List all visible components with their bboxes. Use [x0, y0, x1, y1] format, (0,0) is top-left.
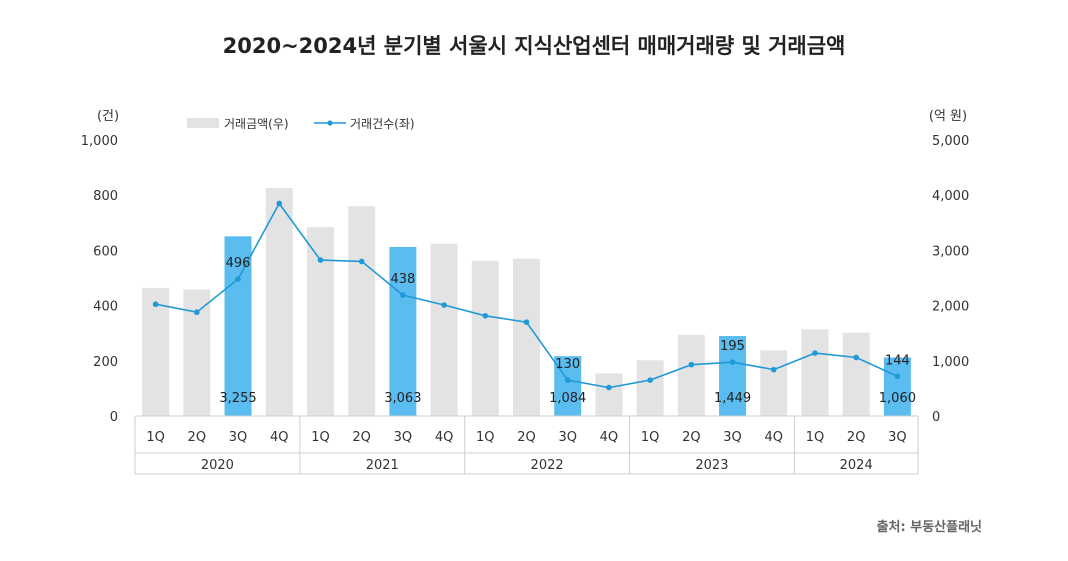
amount-bar: [265, 188, 293, 416]
amount-bar: [142, 287, 170, 416]
amount-bar-highlight: [883, 357, 911, 416]
count-point: [358, 258, 365, 265]
amount-bar-highlight: [719, 336, 747, 416]
right-tick-label: 5,000: [932, 134, 969, 149]
amount-label: 1,084: [549, 391, 586, 406]
amount-bar: [801, 329, 829, 416]
right-tick-label: 2,000: [932, 300, 969, 315]
count-point: [894, 373, 901, 380]
bars: [142, 188, 911, 416]
quarter-label: 4Q: [435, 430, 454, 445]
left-tick-label: 0: [110, 410, 118, 425]
left-axis: 0 200 400 600 800 1,000: [81, 134, 118, 425]
amount-bar: [677, 334, 705, 416]
quarter-label: 1Q: [806, 430, 825, 445]
left-tick-label: 400: [93, 300, 118, 315]
left-tick-label: 1,000: [81, 134, 118, 149]
count-point: [647, 377, 653, 383]
quarter-label: 2Q: [847, 430, 866, 445]
quarter-label: 2Q: [188, 430, 207, 445]
legend-line-label: 거래건수(좌): [350, 117, 415, 131]
right-axis: 0 1,000 2,000 3,000 4,000 5,000: [932, 134, 969, 425]
amount-label: 3,063: [384, 391, 421, 406]
left-tick-label: 800: [93, 189, 118, 204]
count-point: [523, 319, 530, 325]
count-point: [770, 366, 777, 373]
quarter-label: 4Q: [270, 430, 289, 445]
legend: 거래금액(우) 거래건수(좌): [187, 117, 415, 131]
amount-bar: [842, 332, 870, 416]
right-axis-unit: (억 원): [929, 109, 967, 124]
quarter-label: 3Q: [723, 430, 742, 445]
count-label: 130: [555, 357, 580, 372]
amount-bar: [595, 373, 623, 416]
left-tick-label: 200: [93, 355, 118, 370]
count-point: [688, 361, 695, 368]
count-label: 438: [390, 272, 415, 287]
amount-bar: [430, 243, 458, 416]
count-label: 496: [226, 256, 251, 271]
amount-bar: [513, 258, 540, 416]
count-point: [276, 200, 283, 207]
count-point: [152, 301, 159, 308]
quarter-label: 3Q: [229, 430, 248, 445]
count-point: [441, 302, 447, 308]
year-label: 2023: [695, 458, 728, 473]
year-label: 2024: [840, 458, 873, 473]
count-point: [729, 359, 736, 365]
right-tick-label: 4,000: [932, 189, 969, 204]
left-tick-label: 600: [93, 244, 118, 259]
quarter-label: 3Q: [558, 430, 577, 445]
x-axis: 1Q 2Q 3Q 4Q 1Q 2Q 3Q 4Q 1Q 2Q 3Q 4Q 1Q 2Q 3Q 4Q 1Q 2Q 3Q 20…: [134, 415, 919, 475]
legend-line-marker: [327, 120, 333, 126]
count-point: [606, 384, 612, 391]
amount-label: 1,060: [879, 391, 916, 406]
amount-label: 1,449: [714, 391, 751, 406]
quarter-label: 3Q: [394, 430, 413, 445]
right-tick-label: 0: [932, 410, 940, 425]
right-tick-label: 1,000: [932, 355, 969, 370]
count-point: [194, 309, 200, 316]
amount-label: 3,255: [219, 391, 256, 406]
source-note: 출처: 부동산플래닛: [876, 520, 982, 535]
quarter-label: 1Q: [476, 430, 495, 445]
quarter-label: 2Q: [682, 430, 701, 445]
count-label: 144: [885, 353, 910, 368]
legend-bar-swatch: [187, 118, 219, 128]
amount-bar: [471, 260, 499, 416]
year-label: 2020: [201, 458, 234, 473]
amount-bar: [636, 360, 664, 416]
count-label: 195: [720, 339, 745, 354]
count-point: [482, 313, 489, 319]
count-point: [235, 276, 241, 282]
data-labels: 496 3,255 438 3,063 130 1,084 195 1,449 144 1,060: [219, 256, 916, 406]
quarter-label: 4Q: [600, 430, 619, 445]
chart-title: 2020~2024년 분기별 서울시 지식산업센터 매매거래량 및 거래금액: [222, 34, 846, 58]
year-label: 2021: [366, 458, 399, 473]
right-tick-label: 3,000: [932, 244, 969, 259]
quarter-label: 1Q: [311, 430, 330, 445]
legend-bar-label: 거래금액(우): [224, 117, 289, 131]
amount-bar-highlight: [389, 246, 417, 416]
amount-bar-highlight: [224, 236, 252, 416]
quarter-label: 3Q: [888, 430, 907, 445]
quarter-label: 2Q: [517, 430, 536, 445]
quarter-label: 2Q: [352, 430, 371, 445]
quarter-label: 1Q: [641, 430, 660, 445]
year-label: 2022: [531, 458, 564, 473]
quarter-label: 4Q: [765, 430, 784, 445]
count-point: [317, 257, 324, 263]
amount-bar: [760, 350, 788, 416]
quarter-label: 1Q: [146, 430, 165, 445]
count-point: [400, 292, 406, 298]
amount-bar: [183, 289, 211, 416]
count-line: [152, 200, 901, 391]
amount-bar: [348, 206, 376, 416]
count-point: [812, 350, 818, 356]
left-axis-unit: (건): [97, 109, 119, 124]
count-point: [853, 354, 859, 361]
amount-bar: [306, 227, 334, 416]
count-point: [564, 377, 571, 383]
